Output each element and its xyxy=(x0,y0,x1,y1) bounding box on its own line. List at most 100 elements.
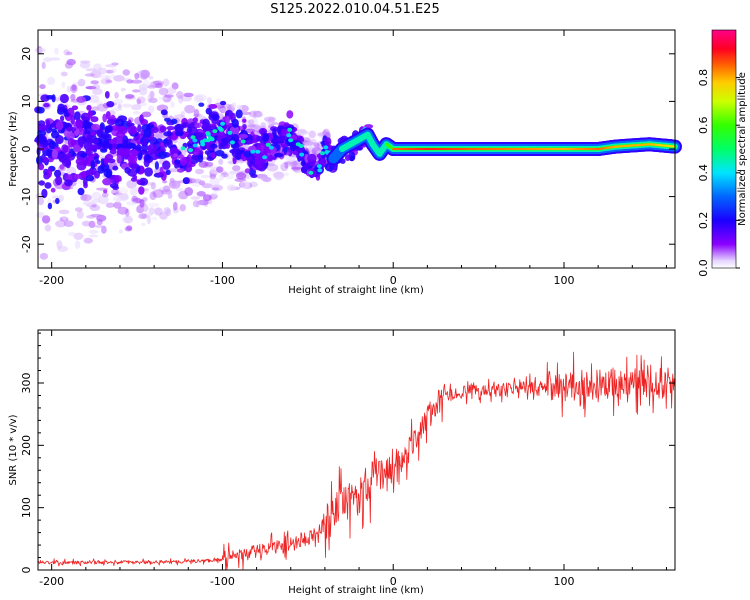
spectrogram-cell xyxy=(97,165,105,174)
spectrogram-cell xyxy=(75,157,85,166)
spectrogram-cell xyxy=(114,135,124,145)
spectrogram-cell xyxy=(102,113,108,123)
snr-panel: -200 -100 0 100 0 100 200 300 Height of straig… xyxy=(8,329,676,596)
spectrogram-cell xyxy=(248,181,258,188)
spectrogram-cell xyxy=(115,131,126,138)
spectrogram-cell xyxy=(200,142,206,147)
spectrogram-cell xyxy=(154,161,159,170)
spectrogram-cell xyxy=(126,225,133,231)
spectrogram-cell xyxy=(39,252,49,260)
spectrogram-cell xyxy=(265,142,271,147)
spectrogram-cell xyxy=(89,144,99,150)
spectrogram-cell xyxy=(186,127,192,134)
spectrogram-cell xyxy=(112,143,118,149)
spectrogram-cell xyxy=(138,213,147,220)
spectrogram-cell xyxy=(63,108,68,114)
spectrogram-cell xyxy=(247,124,256,128)
spectrogram-cell xyxy=(90,131,97,136)
spectrogram-cell xyxy=(120,87,126,92)
spectrogram-cell xyxy=(81,194,88,201)
spectrogram-cell xyxy=(255,149,261,154)
spectrogram-cell xyxy=(139,199,145,208)
spectrogram-cell xyxy=(221,137,229,146)
spectrogram-cell xyxy=(85,175,95,182)
spectrogram-cell xyxy=(155,82,163,89)
spectrogram-cell xyxy=(182,177,190,185)
spectrogram-cell xyxy=(224,173,235,180)
spectrogram-ridge xyxy=(326,127,682,166)
spectrogram-cell xyxy=(89,204,101,211)
spectrogram-cell xyxy=(307,161,315,167)
spectrogram-cell xyxy=(166,87,177,95)
spectrogram-cell xyxy=(85,148,93,157)
spectrogram-cell xyxy=(271,137,281,142)
spectrogram-cell xyxy=(141,111,152,118)
spectrogram-cell xyxy=(76,210,84,219)
spectrogram-cell xyxy=(109,183,119,189)
spectrogram-cell xyxy=(51,149,58,159)
spectrogram-cell xyxy=(44,182,52,189)
spectrogram-cell xyxy=(179,204,186,212)
spectrogram-cell xyxy=(106,101,115,108)
spectrogram-cell xyxy=(43,103,50,108)
x-tick-label: 0 xyxy=(390,274,397,287)
spectrogram-cell xyxy=(159,125,167,133)
spectrogram-cell xyxy=(74,207,83,212)
spectrogram-cell xyxy=(194,132,204,138)
spectrogram-cell xyxy=(176,187,184,192)
spectrogram-cell xyxy=(116,154,122,164)
spectrogram-cell xyxy=(75,119,84,129)
spectrogram-cell xyxy=(142,138,147,146)
spectrogram-cell xyxy=(118,187,129,196)
spectrogram-cell xyxy=(126,179,137,189)
spectrogram-cell xyxy=(103,168,113,178)
spectrogram-cell xyxy=(219,174,224,181)
spectrogram-cell xyxy=(166,126,176,131)
spectrogram-cell xyxy=(49,57,61,61)
spectrogram-cell xyxy=(60,115,65,122)
colorbar-gradient xyxy=(711,29,737,269)
spectrogram-cell xyxy=(137,124,142,133)
spectrogram-cell xyxy=(37,197,44,206)
spectrogram-cell xyxy=(86,134,92,144)
spectrogram-cell xyxy=(192,117,198,123)
spectrogram-cell xyxy=(220,121,226,126)
spectrogram-cell xyxy=(82,201,93,206)
spectrogram-cell xyxy=(80,194,92,202)
spectrogram-cell xyxy=(148,207,155,215)
spectrogram-cell xyxy=(180,146,186,151)
spectrogram-cell xyxy=(176,145,182,149)
spectrogram-cell xyxy=(250,117,259,126)
spectrogram-cell xyxy=(139,114,144,123)
spectrogram-cell xyxy=(162,138,169,144)
spectrogram-cell xyxy=(41,188,48,199)
spectrogram-cell xyxy=(43,57,52,63)
spectrogram-cell xyxy=(38,135,47,146)
spectrogram-cell xyxy=(129,187,138,197)
spectrogram-cell xyxy=(286,110,294,119)
spectrogram-cell xyxy=(68,231,76,237)
spectrogram-cell xyxy=(136,102,148,107)
spectrogram-cell xyxy=(308,130,316,139)
spectrogram-cell xyxy=(268,117,275,126)
spectrogram-cell xyxy=(71,84,77,91)
spectrogram-cell xyxy=(194,122,202,129)
spectrogram-cell xyxy=(112,165,119,171)
spectrogram-cell xyxy=(190,196,201,200)
spectrogram-y-axis-label: Frequency (Hz) xyxy=(8,111,19,187)
spectrogram-cell xyxy=(74,240,81,250)
spectrogram-cell xyxy=(99,134,110,139)
spectrogram-cell xyxy=(284,172,289,177)
spectrogram-cell xyxy=(167,139,173,149)
y-tick-label: 300 xyxy=(20,372,33,393)
spectrogram-cell xyxy=(178,94,184,104)
spectrogram-cell xyxy=(73,111,81,121)
spectrogram-cell xyxy=(45,119,51,129)
spectrogram-cell xyxy=(34,47,46,53)
spectrogram-cell xyxy=(55,175,63,186)
y-tick-label: 0 xyxy=(20,567,33,574)
spectrogram-cell xyxy=(209,173,216,180)
spectrogram-cell xyxy=(205,131,211,136)
spectrogram-cell xyxy=(192,143,198,148)
spectrogram-cell xyxy=(262,132,270,142)
